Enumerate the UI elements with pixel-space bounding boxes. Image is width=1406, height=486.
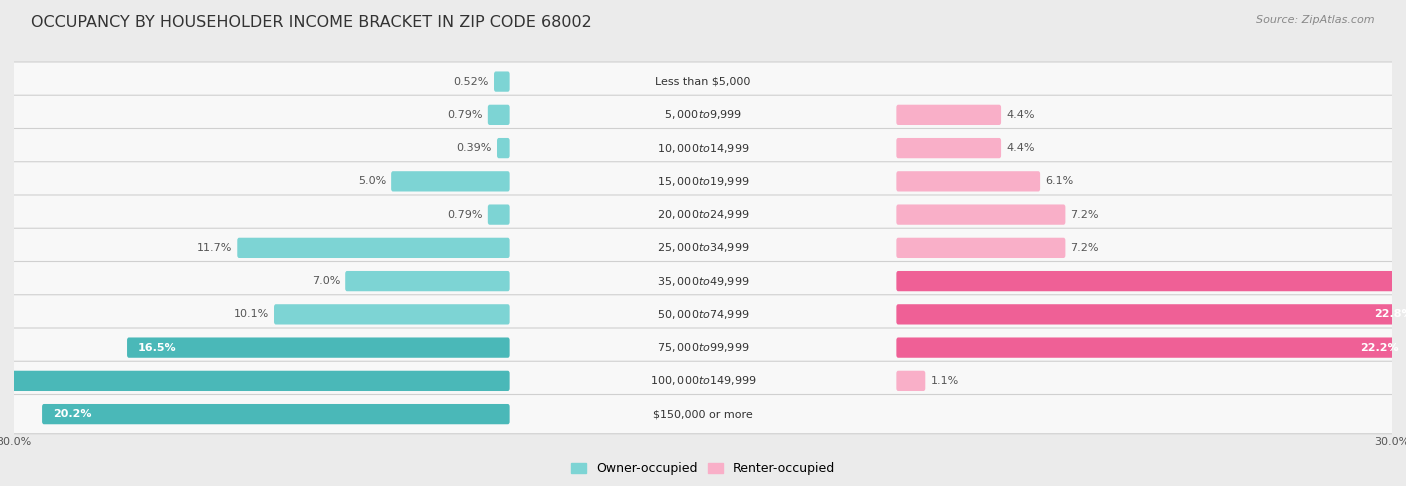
FancyBboxPatch shape [897,271,1406,291]
Text: 4.4%: 4.4% [1007,110,1035,120]
Text: 20.2%: 20.2% [53,409,91,419]
FancyBboxPatch shape [897,205,1066,225]
FancyBboxPatch shape [238,238,509,258]
Text: 22.2%: 22.2% [1360,343,1399,353]
Text: 1.1%: 1.1% [931,376,959,386]
FancyBboxPatch shape [42,404,509,424]
FancyBboxPatch shape [494,71,509,92]
FancyBboxPatch shape [897,138,1001,158]
Text: 30.0%: 30.0% [1374,437,1406,448]
FancyBboxPatch shape [274,304,509,325]
Text: OCCUPANCY BY HOUSEHOLDER INCOME BRACKET IN ZIP CODE 68002: OCCUPANCY BY HOUSEHOLDER INCOME BRACKET … [31,15,592,30]
FancyBboxPatch shape [897,304,1406,325]
FancyBboxPatch shape [391,171,509,191]
FancyBboxPatch shape [897,171,1040,191]
Text: $35,000 to $49,999: $35,000 to $49,999 [657,275,749,288]
FancyBboxPatch shape [11,128,1395,168]
Text: $15,000 to $19,999: $15,000 to $19,999 [657,175,749,188]
FancyBboxPatch shape [11,295,1395,334]
Text: $100,000 to $149,999: $100,000 to $149,999 [650,374,756,387]
FancyBboxPatch shape [11,62,1395,101]
Text: 7.2%: 7.2% [1070,209,1099,220]
Text: $150,000 or more: $150,000 or more [654,409,752,419]
FancyBboxPatch shape [496,138,509,158]
FancyBboxPatch shape [11,195,1395,234]
Text: 7.2%: 7.2% [1070,243,1099,253]
FancyBboxPatch shape [0,371,509,391]
Text: Less than $5,000: Less than $5,000 [655,77,751,87]
Text: 0.79%: 0.79% [447,209,482,220]
Text: 5.0%: 5.0% [359,176,387,186]
Text: 4.4%: 4.4% [1007,143,1035,153]
Text: 6.1%: 6.1% [1045,176,1073,186]
FancyBboxPatch shape [488,104,509,125]
FancyBboxPatch shape [11,95,1395,135]
FancyBboxPatch shape [11,361,1395,400]
Text: 10.1%: 10.1% [233,310,269,319]
FancyBboxPatch shape [897,104,1001,125]
Text: 0.79%: 0.79% [447,110,482,120]
FancyBboxPatch shape [127,337,509,358]
FancyBboxPatch shape [11,261,1395,301]
FancyBboxPatch shape [11,228,1395,267]
Legend: Owner-occupied, Renter-occupied: Owner-occupied, Renter-occupied [567,457,839,481]
Text: Source: ZipAtlas.com: Source: ZipAtlas.com [1257,15,1375,25]
Text: $20,000 to $24,999: $20,000 to $24,999 [657,208,749,221]
Text: $10,000 to $14,999: $10,000 to $14,999 [657,141,749,155]
FancyBboxPatch shape [346,271,509,291]
Text: $50,000 to $74,999: $50,000 to $74,999 [657,308,749,321]
Text: 7.0%: 7.0% [312,276,340,286]
Text: $25,000 to $34,999: $25,000 to $34,999 [657,242,749,254]
Text: 22.8%: 22.8% [1374,310,1406,319]
FancyBboxPatch shape [897,371,925,391]
Text: 0.52%: 0.52% [454,77,489,87]
FancyBboxPatch shape [897,337,1406,358]
FancyBboxPatch shape [11,162,1395,201]
Text: $75,000 to $99,999: $75,000 to $99,999 [657,341,749,354]
FancyBboxPatch shape [488,205,509,225]
Text: 30.0%: 30.0% [0,437,32,448]
FancyBboxPatch shape [11,395,1395,434]
FancyBboxPatch shape [11,328,1395,367]
FancyBboxPatch shape [897,238,1066,258]
Text: 0.39%: 0.39% [457,143,492,153]
Text: 16.5%: 16.5% [138,343,177,353]
Text: 11.7%: 11.7% [197,243,232,253]
Text: $5,000 to $9,999: $5,000 to $9,999 [664,108,742,122]
